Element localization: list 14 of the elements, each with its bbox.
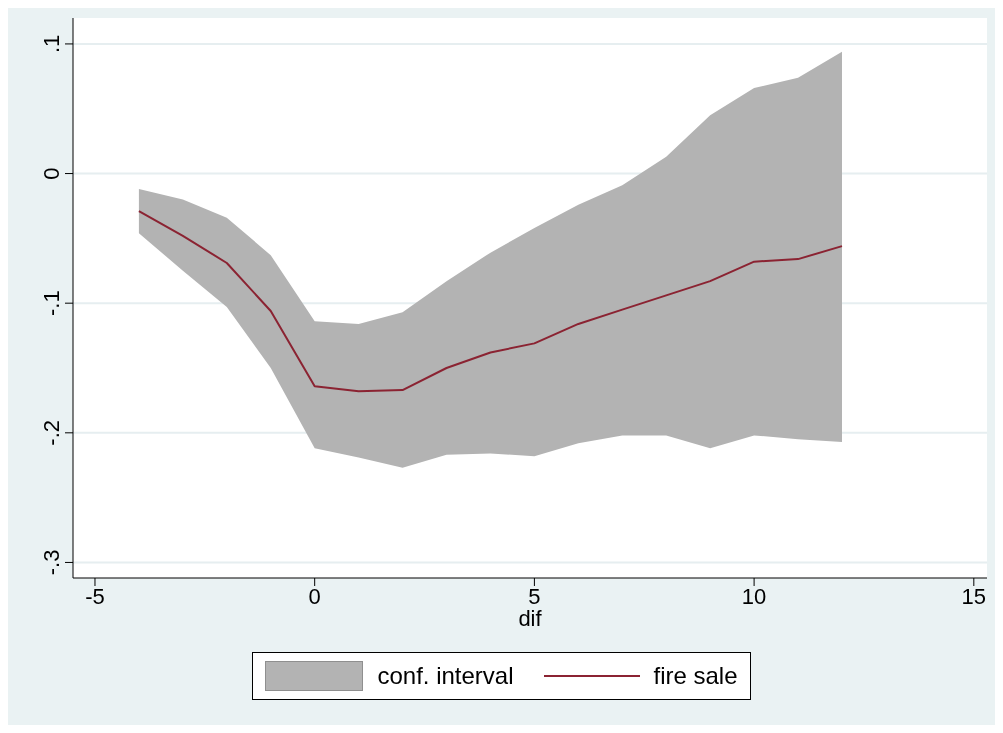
line-series	[137, 210, 843, 393]
y-tick-label: -.3	[39, 549, 64, 576]
x-tick-label: 15	[961, 583, 987, 609]
x-tick-label: 10	[741, 583, 767, 609]
y-tick-label: -.2	[39, 419, 64, 446]
x-tick-label: 0	[308, 583, 321, 609]
x-tick-label: -5	[85, 583, 105, 609]
x-tick-label: 5	[528, 583, 541, 609]
y-tick-label: 0	[39, 167, 64, 180]
y-tick-label: .1	[39, 34, 64, 54]
x-axis-title: dif	[518, 606, 543, 631]
legend-label: fire sale	[653, 662, 738, 690]
text: conf. interval	[377, 662, 514, 690]
y-tick-label: -.1	[39, 290, 64, 317]
